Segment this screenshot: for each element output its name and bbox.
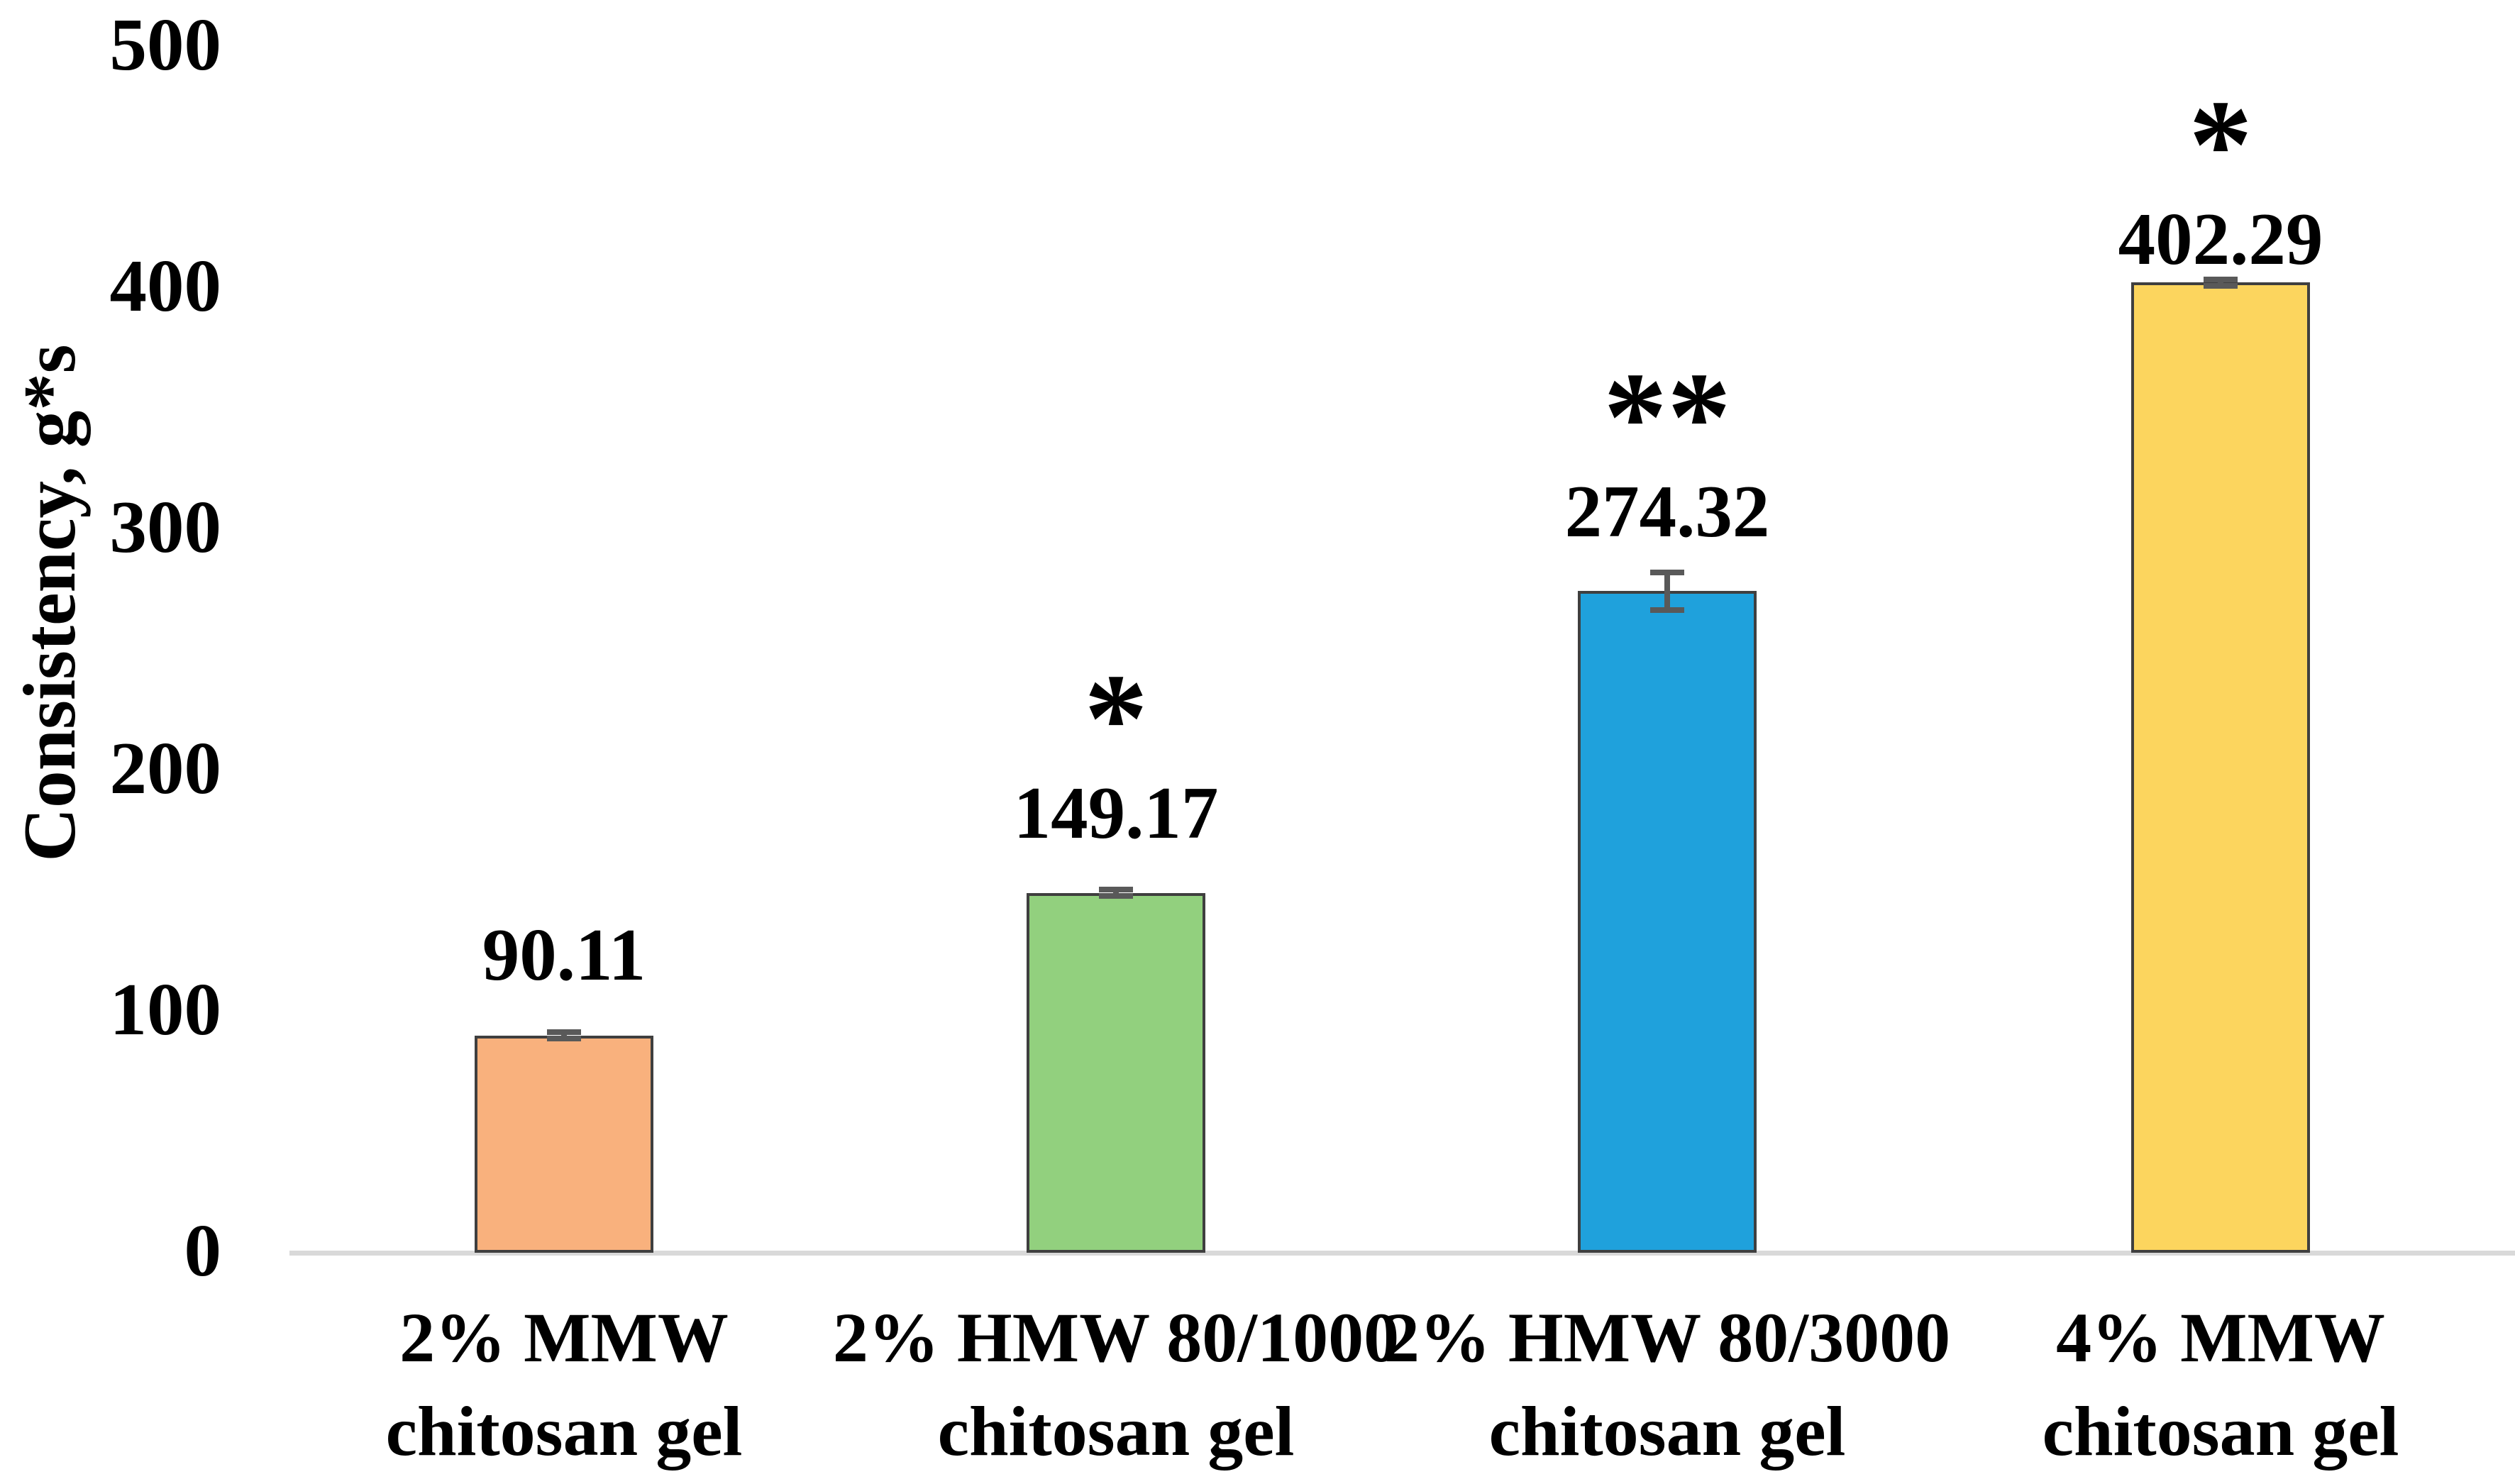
error-bar [2204, 276, 2238, 289]
error-bar-stem [2218, 276, 2223, 289]
bar-value-label: 274.32 [1564, 470, 1770, 553]
bar [2131, 282, 2310, 1253]
x-category-label-line: chitosan gel [937, 1392, 1295, 1471]
error-bar-stem [1113, 887, 1119, 899]
error-bar-stem [561, 1029, 567, 1042]
y-tick-label: 0 [184, 1209, 222, 1292]
error-bar-stem [1664, 569, 1670, 613]
error-bar [1099, 887, 1133, 899]
x-category-label: 4% MMW chitosan gel [1887, 1291, 2515, 1478]
y-tick-label: 300 [109, 485, 222, 568]
x-category-label: 2% HMW 80/3000 chitosan gel [1334, 1291, 2001, 1478]
x-category-label-line: chitosan gel [1488, 1392, 1846, 1471]
x-category-label-line: 4% MMW [2056, 1298, 2385, 1377]
bar [475, 1035, 653, 1253]
y-tick-label: 400 [109, 244, 222, 327]
bar-value-label: 90.11 [482, 912, 646, 996]
bar [1027, 892, 1205, 1253]
x-category-label-line: chitosan gel [385, 1392, 743, 1471]
x-category-label-line: chitosan gel [2042, 1392, 2399, 1471]
x-category-label-line: 2% HMW 80/1000 [832, 1298, 1400, 1377]
x-category-label-line: 2% HMW 80/3000 [1383, 1298, 1951, 1377]
error-bar [1650, 569, 1684, 613]
y-tick-label: 200 [109, 726, 222, 809]
bar [1578, 591, 1757, 1253]
x-category-label-line: 2% MMW [399, 1298, 729, 1377]
y-tick-label: 100 [109, 968, 222, 1051]
y-tick-label: 500 [109, 3, 222, 86]
x-category-label: 2% HMW 80/1000 chitosan gel [783, 1291, 1449, 1478]
x-category-label: 2% MMW chitosan gel [231, 1291, 897, 1478]
significance-marker: * [2189, 74, 2253, 216]
significance-marker: ** [1603, 346, 1731, 488]
bar-value-label: 402.29 [2118, 197, 2323, 281]
error-bar [547, 1029, 581, 1042]
x-axis-line [289, 1251, 2515, 1256]
bar-value-label: 149.17 [1013, 770, 1219, 854]
significance-marker: * [1084, 647, 1148, 789]
